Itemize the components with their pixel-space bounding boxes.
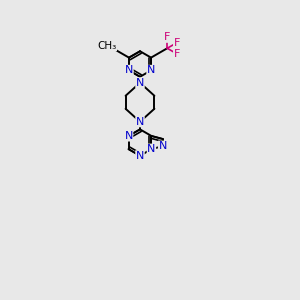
Text: N: N xyxy=(124,131,133,141)
Text: N: N xyxy=(147,144,156,154)
Text: N: N xyxy=(147,65,155,75)
Text: N: N xyxy=(125,65,133,75)
Text: N: N xyxy=(136,78,144,88)
Text: F: F xyxy=(164,32,170,42)
Text: F: F xyxy=(174,49,180,59)
Text: CH₃: CH₃ xyxy=(97,40,116,51)
Text: F: F xyxy=(174,38,180,48)
Text: N: N xyxy=(158,141,167,151)
Text: N: N xyxy=(136,117,144,127)
Text: N: N xyxy=(136,151,144,161)
